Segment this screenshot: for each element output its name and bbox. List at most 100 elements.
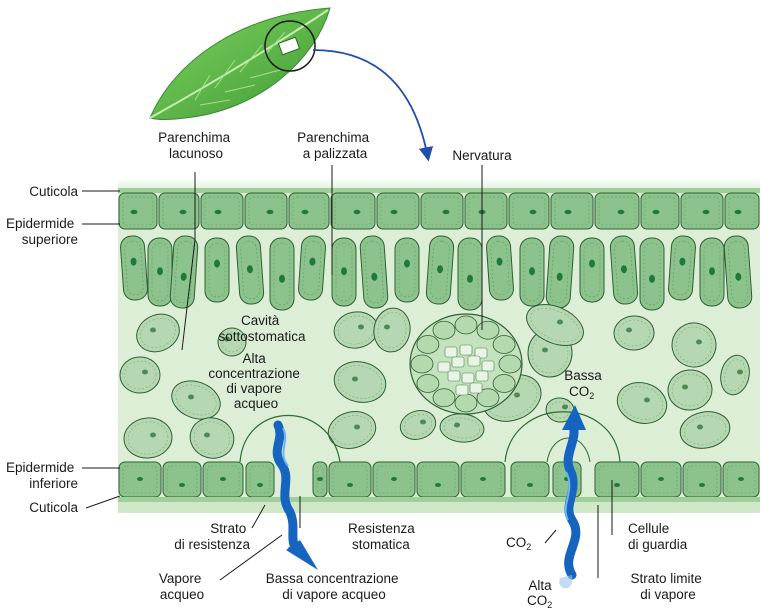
label-strato-limite: Strato limite di vapore bbox=[630, 571, 705, 602]
cell-membrane bbox=[316, 465, 324, 494]
label-bassa-concentrazione: Bassa concentrazione di vapore acqueo bbox=[266, 571, 403, 602]
nucleus bbox=[142, 369, 148, 375]
nucleus bbox=[542, 347, 548, 353]
xylem-cell bbox=[455, 384, 469, 396]
cell-membrane bbox=[686, 465, 718, 494]
cell-membrane bbox=[334, 196, 372, 226]
label-parenchima-lacunoso: Parenchima lacunoso bbox=[158, 130, 234, 161]
boundary-layer-arcs bbox=[239, 411, 621, 463]
palisade-cell bbox=[545, 235, 575, 309]
nucleus bbox=[220, 477, 226, 481]
epidermal-cell bbox=[288, 192, 330, 230]
nucleus bbox=[589, 259, 595, 268]
cell-membrane bbox=[398, 242, 416, 298]
nucleus bbox=[562, 404, 568, 410]
epidermal-cell bbox=[550, 192, 594, 230]
label-alta-co2: Alta bbox=[528, 578, 552, 593]
nucleus bbox=[702, 209, 710, 215]
nucleus bbox=[442, 209, 450, 215]
cell-membrane bbox=[364, 240, 384, 304]
cell-membrane bbox=[122, 196, 154, 226]
nucleus bbox=[347, 483, 353, 487]
epidermal-cell bbox=[330, 192, 376, 230]
palisade-cell bbox=[147, 237, 173, 307]
cell-membrane bbox=[614, 240, 634, 300]
cell-membrane bbox=[675, 326, 713, 364]
label-cuticola-top: Cuticola bbox=[29, 184, 78, 199]
xylem-cell bbox=[437, 361, 451, 373]
labels: Parenchima lacunoso Parenchima a palizza… bbox=[6, 130, 705, 610]
cell-membrane bbox=[193, 421, 231, 455]
cell-membrane bbox=[672, 240, 692, 296]
nucleus bbox=[658, 477, 664, 481]
nucleus bbox=[341, 267, 347, 276]
palisade-cell bbox=[699, 237, 725, 307]
palisade-cell-wall bbox=[269, 237, 295, 311]
cell-membrane bbox=[292, 196, 326, 226]
label-bassa-co2-formula: CO2 bbox=[569, 384, 594, 401]
label-epidermide-superiore: Epidermide superiore bbox=[6, 216, 78, 247]
leaf-illustration bbox=[149, 7, 434, 162]
palisade-cell-wall bbox=[457, 237, 483, 311]
label-cuticola-bottom: Cuticola bbox=[29, 500, 78, 515]
palisade-cell-wall bbox=[545, 235, 575, 309]
nucleus bbox=[649, 274, 655, 283]
nucleus bbox=[529, 209, 537, 215]
nucleus bbox=[390, 209, 398, 215]
epidermal-cell bbox=[464, 192, 508, 230]
nucleus bbox=[527, 483, 533, 487]
sheath-cell bbox=[492, 335, 516, 354]
nucleus bbox=[317, 477, 323, 481]
cell-membrane bbox=[523, 242, 541, 302]
epidermal-cell bbox=[376, 192, 420, 230]
nucleus bbox=[480, 477, 486, 481]
nucleus bbox=[652, 209, 660, 215]
cell-membrane bbox=[175, 384, 217, 416]
nucleus bbox=[157, 267, 163, 276]
spongy-cell bbox=[333, 361, 387, 403]
label-resistenza-stomatica: Resistenza stomatica bbox=[348, 521, 419, 552]
nucleus bbox=[529, 267, 535, 276]
cell-membrane bbox=[404, 414, 432, 436]
nucleus bbox=[130, 257, 137, 266]
sheath-cell bbox=[454, 315, 478, 335]
epidermal-cell bbox=[680, 192, 724, 230]
cell-membrane bbox=[724, 358, 746, 392]
lower-epidermal-cell bbox=[682, 461, 722, 498]
sheath-cell bbox=[432, 320, 456, 340]
nucleus bbox=[353, 209, 361, 215]
spongy-cell bbox=[123, 417, 173, 459]
nucleus bbox=[224, 336, 230, 342]
cell-membrane bbox=[420, 465, 456, 494]
cell-membrane bbox=[530, 308, 580, 342]
nucleus bbox=[266, 209, 274, 215]
palisade-cell-wall bbox=[639, 237, 665, 311]
cell-membrane bbox=[617, 319, 651, 347]
cell-membrane bbox=[151, 242, 169, 302]
lower-epidermis bbox=[118, 461, 760, 502]
cell-membrane bbox=[221, 331, 243, 353]
nucleus bbox=[179, 483, 185, 487]
spongy-cell bbox=[189, 417, 235, 459]
xylem-cell bbox=[447, 370, 461, 382]
nucleus bbox=[682, 384, 688, 390]
cell-membrane bbox=[464, 465, 502, 494]
cell-membrane bbox=[554, 196, 590, 226]
sheath-cell bbox=[416, 374, 440, 393]
cell-membrane bbox=[443, 417, 481, 439]
lower-epidermal-cell bbox=[594, 461, 640, 498]
palisade-cell bbox=[359, 235, 389, 309]
xylem-cell bbox=[451, 356, 465, 368]
co2-arrow bbox=[559, 405, 586, 589]
sheath-cell bbox=[492, 374, 516, 393]
cell-membrane bbox=[335, 242, 353, 302]
lower-epidermal-cell bbox=[245, 461, 275, 498]
palisade-cell bbox=[486, 235, 514, 301]
epidermal-cell bbox=[244, 192, 288, 230]
nucleus bbox=[734, 209, 742, 215]
nucleus bbox=[454, 422, 460, 428]
lower-epidermal-cell bbox=[510, 461, 550, 498]
nucleus bbox=[384, 324, 390, 330]
palisade-cell bbox=[639, 237, 665, 311]
